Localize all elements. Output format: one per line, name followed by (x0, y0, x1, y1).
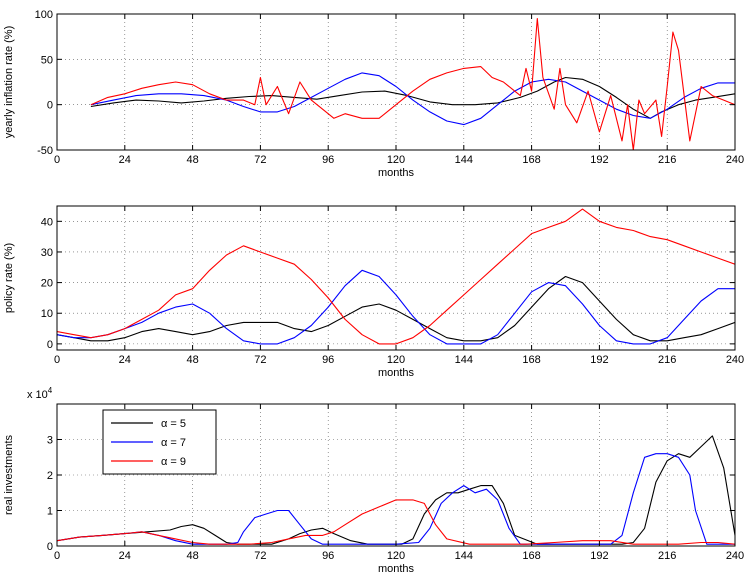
y-tick-label: 30 (41, 247, 53, 259)
x-tick-label: 168 (522, 354, 540, 366)
y-axis-label: yearly inflation rate (%) (3, 26, 15, 139)
x-tick-label: 192 (590, 550, 608, 562)
x-tick-label: 240 (726, 550, 744, 562)
y-axis-label: real investments (3, 434, 15, 515)
x-tick-label: 168 (522, 550, 540, 562)
x-tick-label: 96 (322, 154, 334, 166)
series-alpha-5 (90, 76, 735, 119)
legend-entry-label: α = 5 (161, 418, 186, 430)
y-tick-label: 0 (47, 339, 53, 351)
x-axis-label: months (378, 167, 415, 179)
x-tick-label: 216 (658, 354, 676, 366)
x-tick-label: 120 (387, 154, 405, 166)
legend-entry-label: α = 7 (161, 437, 186, 449)
x-tick-label: 144 (455, 354, 473, 366)
y-tick-label: 40 (41, 216, 53, 228)
y-tick-label: 0 (47, 541, 53, 553)
chart-panel-3: 0 24 48 72 96 120 144 168 192 216 240 0 1 2 3 months rea… (3, 386, 744, 575)
legend-entry-label: α = 9 (161, 456, 186, 468)
x-tick-label: 96 (322, 550, 334, 562)
series-alpha-9 (57, 499, 735, 545)
x-tick-label: 120 (387, 354, 405, 366)
y-tick-label: -50 (37, 145, 53, 157)
y-tick-label: 10 (41, 308, 53, 320)
x-tick-label: 0 (54, 154, 60, 166)
x-tick-label: 240 (726, 354, 744, 366)
x-tick-label: 24 (119, 354, 131, 366)
y-axis-multiplier: x 104 (27, 386, 53, 401)
x-tick-label: 24 (119, 154, 131, 166)
y-tick-label: 20 (41, 278, 53, 290)
x-tick-label: 24 (119, 550, 131, 562)
x-tick-label: 120 (387, 550, 405, 562)
x-tick-label: 72 (254, 550, 266, 562)
x-tick-label: 48 (186, 550, 198, 562)
y-tick-label: 1 (47, 506, 53, 518)
series-alpha-5 (57, 435, 735, 545)
x-tick-label: 72 (254, 354, 266, 366)
y-tick-label: 2 (47, 470, 53, 482)
x-tick-label: 96 (322, 354, 334, 366)
chart-panel-2: 0 24 48 72 96 120 144 168 192 216 240 0 10 20 30 40 mont… (3, 205, 744, 379)
x-tick-label: 0 (54, 550, 60, 562)
x-tick-label: 240 (726, 154, 744, 166)
series-alpha-9 (57, 208, 735, 345)
x-tick-label: 144 (455, 154, 473, 166)
chart-panel-1: 0 24 48 72 96 120 144 168 192 216 240-50050100mont… (3, 9, 744, 179)
x-tick-label: 72 (254, 154, 266, 166)
x-axis-label: months (378, 563, 415, 575)
x-tick-label: 192 (590, 354, 608, 366)
y-tick-label: 50 (41, 54, 53, 66)
y-tick-label: 3 (47, 435, 53, 447)
legend: α = 5 α = 7 α = 9 (102, 409, 217, 475)
x-axis-label: months (378, 367, 415, 379)
x-tick-label: 216 (658, 550, 676, 562)
x-tick-label: 0 (54, 354, 60, 366)
x-tick-label: 192 (590, 154, 608, 166)
y-tick-label: 100 (35, 9, 53, 21)
series-alpha-9 (90, 17, 735, 150)
x-tick-label: 48 (186, 354, 198, 366)
x-tick-label: 48 (186, 154, 198, 166)
series-alpha-5 (57, 275, 735, 342)
y-tick-label: 0 (47, 100, 53, 112)
x-tick-label: 216 (658, 154, 676, 166)
x-tick-label: 168 (522, 154, 540, 166)
x-tick-label: 144 (455, 550, 473, 562)
series-alpha-7 (57, 453, 735, 545)
y-axis-label: policy rate (%) (3, 243, 15, 313)
series-alpha-7 (90, 72, 735, 126)
series-alpha-7 (57, 269, 735, 345)
